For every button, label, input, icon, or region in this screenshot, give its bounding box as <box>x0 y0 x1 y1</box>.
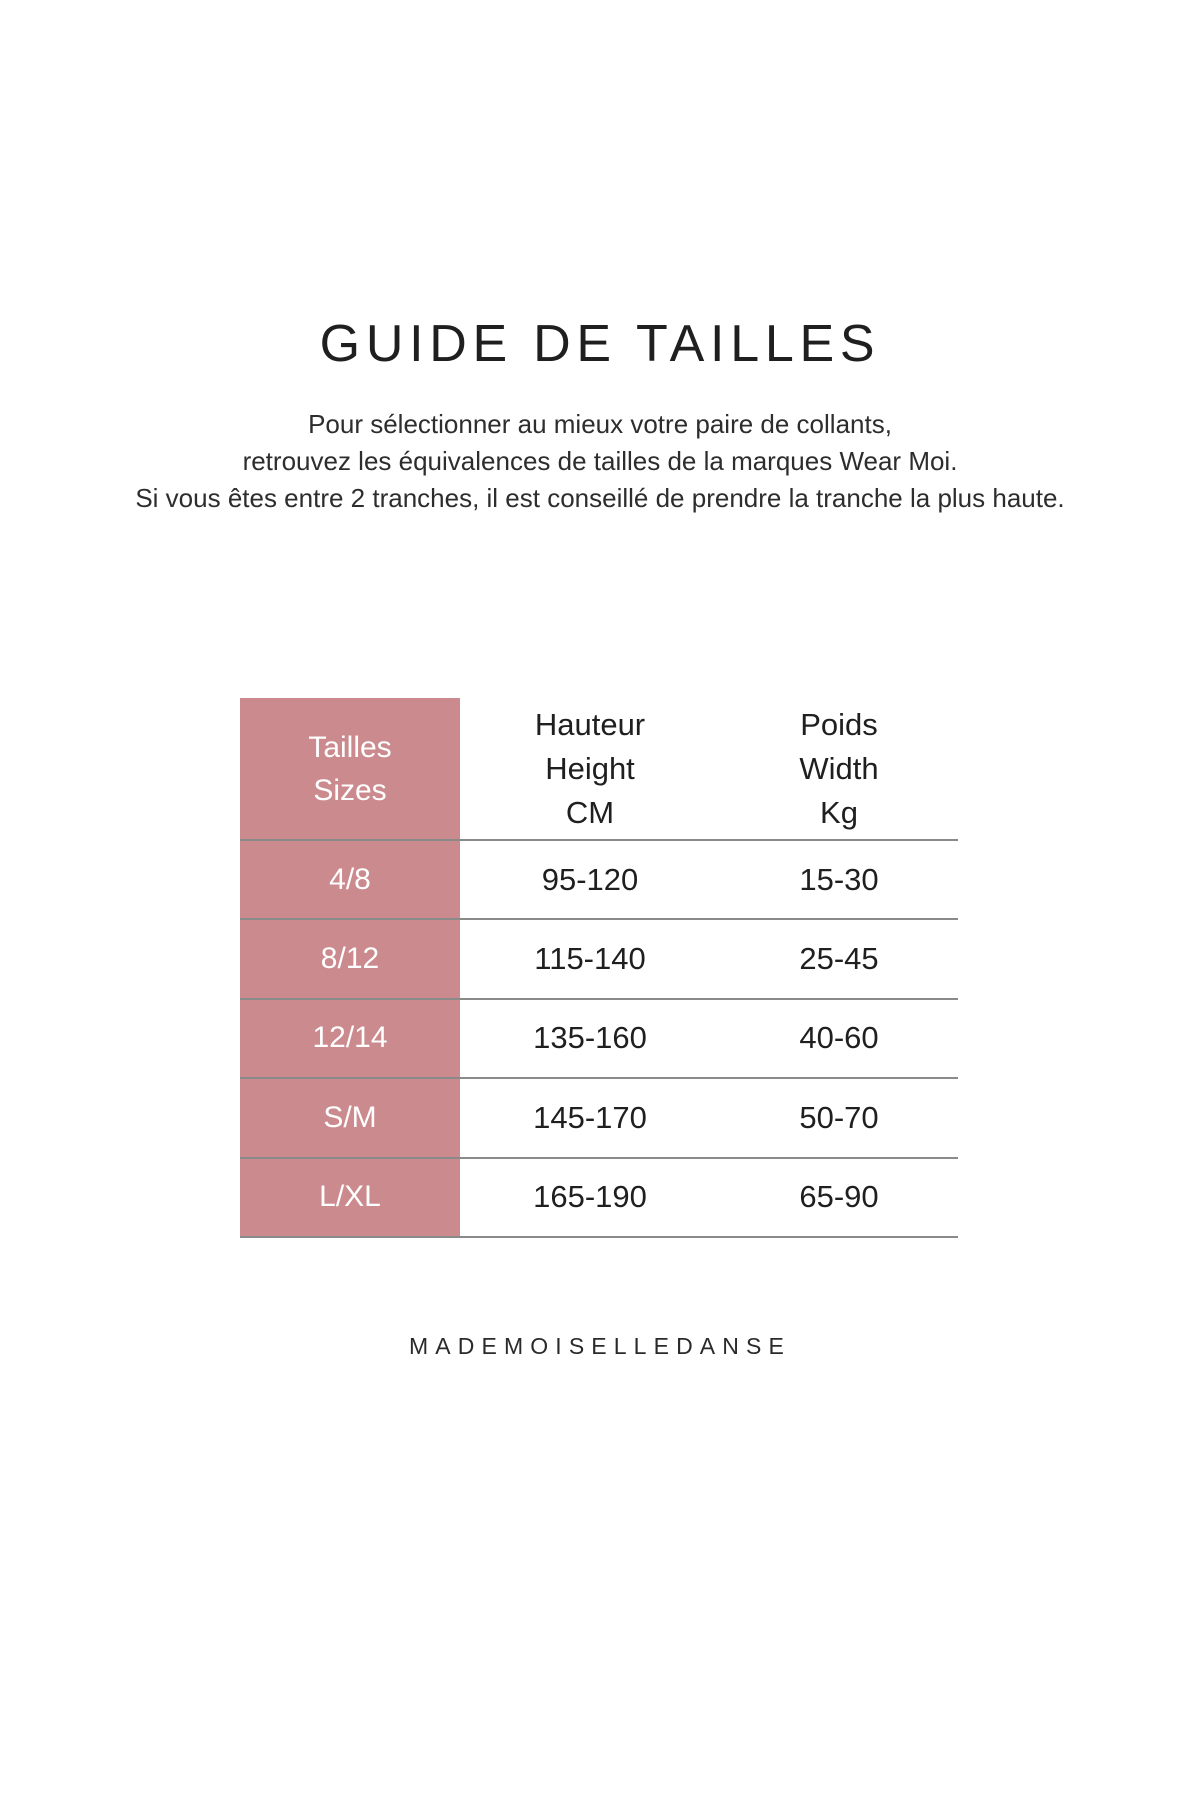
weight-value-cell: 15-30 <box>799 861 879 897</box>
sizes-header-line-fr: Tailles <box>308 730 392 764</box>
table-row: 12/14 135-160 40-60 <box>240 997 958 1078</box>
weight-value-cell: 40-60 <box>799 1020 879 1056</box>
height-value-cell: 95-120 <box>541 861 639 897</box>
page-title: GUIDE DE TAILLES <box>319 315 881 373</box>
table-header-row: Tailles Sizes Hauteur Height CM Poids Wi… <box>240 698 958 839</box>
height-header-line-fr: Hauteur <box>534 706 646 742</box>
weight-header-line-en: Width <box>799 750 879 786</box>
size-guide-table: Tailles Sizes Hauteur Height CM Poids Wi… <box>240 698 958 1238</box>
table-row: 8/12 115-140 25-45 <box>240 918 958 998</box>
weight-value-cell: 50-70 <box>799 1099 879 1135</box>
table-row: S/M 145-170 50-70 <box>240 1077 958 1157</box>
height-header-line-en: Height <box>545 750 635 786</box>
height-header-line-unit: CM <box>565 794 615 830</box>
size-cell: 12/14 <box>240 999 460 1078</box>
weight-value-cell: 25-45 <box>799 941 879 977</box>
weight-header-cell: Poids Width Kg <box>720 698 958 839</box>
intro-text: Pour sélectionner au mieux votre paire d… <box>0 406 1200 517</box>
sizes-header-cell: Tailles Sizes <box>240 698 460 839</box>
height-value-cell: 145-170 <box>533 1099 647 1135</box>
size-cell: S/M <box>240 1079 460 1157</box>
height-value-cell: 135-160 <box>533 1020 647 1056</box>
size-cell: L/XL <box>240 1158 460 1236</box>
intro-line: Pour sélectionner au mieux votre paire d… <box>308 409 892 439</box>
brand-footer: MADEMOISELLEDANSE <box>409 1333 791 1359</box>
size-cell: 8/12 <box>240 920 460 998</box>
size-cell: 4/8 <box>240 841 460 919</box>
table-row: L/XL 165-190 65-90 <box>240 1156 958 1236</box>
intro-line: retrouvez les équivalences de tailles de… <box>242 446 958 476</box>
height-value-cell: 115-140 <box>534 941 646 977</box>
weight-header-line-fr: Poids <box>800 706 878 742</box>
height-value-cell: 165-190 <box>533 1179 647 1215</box>
table-row: 4/8 95-120 15-30 <box>240 839 958 919</box>
sizes-header-line-en: Sizes <box>313 773 387 807</box>
height-header-cell: Hauteur Height CM <box>460 698 720 839</box>
intro-line: Si vous êtes entre 2 tranches, il est co… <box>135 483 1065 513</box>
weight-header-line-unit: Kg <box>820 794 858 830</box>
weight-value-cell: 65-90 <box>799 1179 879 1215</box>
